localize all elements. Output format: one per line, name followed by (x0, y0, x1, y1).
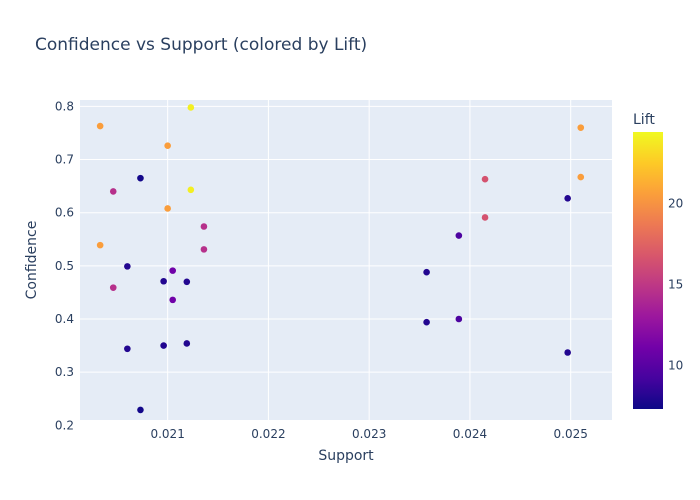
colorbar-tick-label: 15 (668, 277, 683, 291)
data-point (160, 277, 167, 285)
data-point (109, 188, 117, 195)
data-point (200, 223, 208, 230)
data-point (564, 195, 571, 202)
data-point (137, 406, 144, 414)
y-axis-ticks: 0.2 0.3 0.4 0.5 0.6 0.7 0.8 (55, 99, 74, 432)
x-tick-label: 0.025 (554, 427, 588, 441)
data-point (96, 241, 104, 249)
colorbar-title: Lift (633, 112, 655, 128)
y-tick-label: 0.8 (55, 99, 74, 113)
data-point (200, 246, 208, 253)
data-point (183, 278, 191, 286)
data-point (164, 205, 171, 212)
data-point (423, 318, 430, 326)
data-point (124, 345, 131, 353)
data-point (481, 175, 489, 183)
data-point (455, 232, 463, 239)
data-point (455, 315, 463, 323)
x-tick-label: 0.023 (352, 427, 386, 441)
data-point (109, 284, 117, 291)
colorbar-tick-label: 20 (668, 196, 683, 210)
colorbar-tick-label: 10 (668, 358, 683, 372)
y-tick-label: 0.5 (55, 259, 74, 273)
plot-area (80, 100, 612, 420)
data-point (169, 296, 176, 304)
data-point (187, 186, 195, 194)
y-tick-label: 0.6 (55, 206, 74, 220)
data-point (164, 142, 171, 150)
x-axis-ticks: 0.021 0.022 0.023 0.024 0.025 (150, 427, 587, 441)
x-tick-label: 0.022 (251, 427, 285, 441)
data-point (187, 104, 195, 111)
data-point (577, 124, 585, 131)
x-tick-label: 0.024 (453, 427, 487, 441)
chart-title: Confidence vs Support (colored by Lift) (35, 35, 367, 55)
data-point (160, 342, 167, 349)
data-point (183, 340, 191, 347)
data-point (96, 122, 104, 130)
x-axis-label: Support (318, 448, 374, 464)
y-axis-label: Confidence (24, 221, 40, 300)
y-tick-label: 0.3 (55, 365, 74, 379)
data-point (169, 267, 176, 274)
colorbar (633, 132, 663, 409)
data-point (481, 214, 489, 221)
data-point (564, 349, 571, 356)
data-points (96, 104, 585, 414)
x-tick-label: 0.021 (150, 427, 184, 441)
data-point (577, 173, 585, 181)
y-tick-label: 0.2 (55, 418, 74, 432)
y-tick-label: 0.4 (55, 312, 74, 326)
y-tick-label: 0.7 (55, 153, 74, 167)
data-point (137, 174, 144, 182)
data-point (423, 268, 430, 276)
grid-lines (80, 100, 612, 426)
colorbar-ticks: 10 15 20 (668, 196, 683, 372)
data-point (124, 263, 131, 270)
